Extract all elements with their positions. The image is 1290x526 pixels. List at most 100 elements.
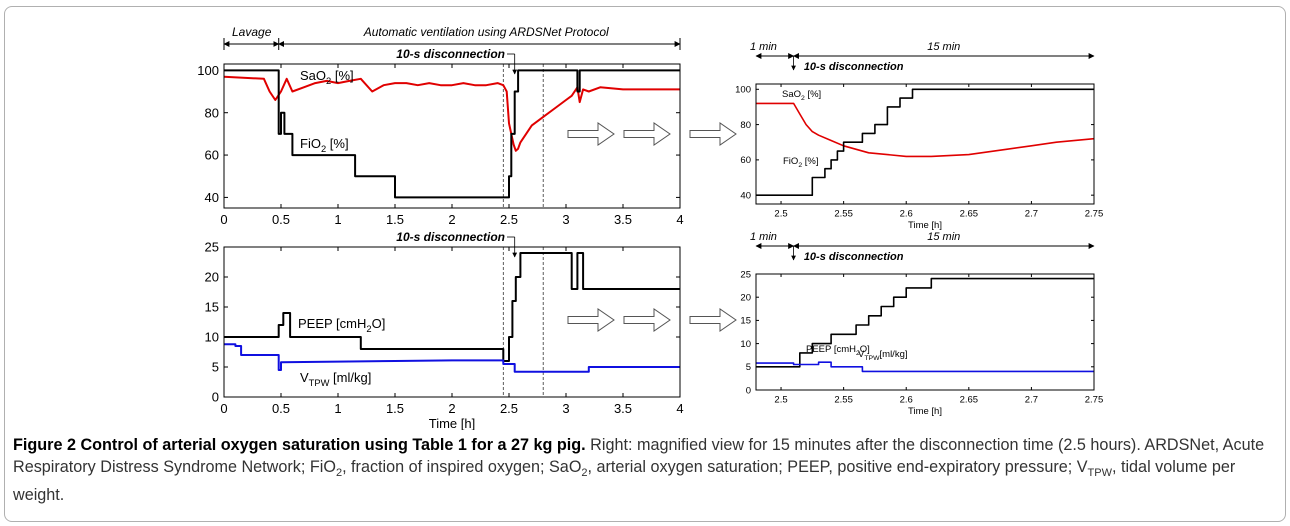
- vtpw-label: VTPW [ml/kg]: [300, 370, 371, 388]
- x-tick-label: 2: [448, 401, 455, 416]
- fio2-label: FiO2 [%]: [300, 136, 349, 154]
- x-tick-label: 0: [220, 401, 227, 416]
- x-tick-label: 2.65: [960, 395, 979, 406]
- hollow-arrow: [623, 122, 671, 146]
- sao2-label: SaO2 [%]: [300, 68, 354, 86]
- series-line-2: [756, 88, 1094, 196]
- disconnection-label: 10-s disconnection: [804, 251, 904, 263]
- x-tick-label: 1: [334, 212, 341, 227]
- chart-main-top: 0 0.5 1 1.5 2 2.5 3 3.5 4 40 60 80 100 SaO2 [%] FiO2 […: [197, 25, 683, 227]
- x-tick-label: 2.5: [774, 395, 787, 406]
- hollow-arrow: [689, 308, 737, 332]
- y-tick-label: 25: [205, 240, 219, 255]
- y-tick-label: 5: [212, 360, 219, 375]
- x-axis-label: Time [h]: [908, 220, 942, 231]
- series-line-2: [224, 69, 680, 199]
- hollow-arrow: [567, 122, 615, 146]
- y-tick-label: 20: [205, 270, 219, 285]
- y-tick-label: 100: [197, 63, 219, 78]
- lavage-label: Lavage: [232, 25, 272, 39]
- x-tick-label: 1.5: [386, 401, 404, 416]
- x-tick-label: 0.5: [272, 212, 290, 227]
- hollow-arrow: [623, 308, 671, 332]
- one-min-label: 1 min: [750, 41, 777, 53]
- y-tick-label: 0: [746, 385, 751, 396]
- x-tick-label: 0.5: [272, 401, 290, 416]
- figure-frame: [4, 6, 1286, 522]
- caption-title: Control of arterial oxygen saturation us…: [75, 436, 586, 454]
- x-tick-label: 2.6: [900, 209, 913, 220]
- x-tick-label: 4: [676, 212, 683, 227]
- x-tick-label: 3.5: [614, 401, 632, 416]
- caption-text-4: , tidal volume per weight.: [13, 458, 1236, 505]
- plot-area: [755, 273, 1095, 391]
- x-axis-label: Time [h]: [429, 416, 475, 430]
- disconnection-label: 10-s disconnection: [804, 61, 904, 73]
- y-tick-label: 60: [740, 155, 751, 166]
- x-tick-label: 3: [562, 401, 569, 416]
- y-tick-label: 25: [740, 269, 751, 280]
- plot-area: [223, 246, 681, 398]
- x-tick-label: 1.5: [386, 212, 404, 227]
- one-min-label: 1 min: [750, 231, 777, 243]
- y-tick-label: 20: [740, 293, 751, 304]
- chart-zoom-bottom: 2.5 2.55 2.6 2.65 2.7 2.75 0 5 10 15 20 25 PEEP [cmH…: [740, 231, 1103, 417]
- fio2-label: FiO2 [%]: [783, 156, 819, 169]
- fifteen-min-label: 15 min: [927, 231, 960, 243]
- y-tick-label: 10: [205, 330, 219, 345]
- sao2-label: SaO2 [%]: [782, 89, 821, 102]
- disconnection-label: 10-s disconnection: [396, 230, 505, 244]
- x-tick-label: 4: [676, 401, 683, 416]
- peep-label: PEEP [cmH2O]: [806, 344, 870, 357]
- y-tick-label: 40: [205, 190, 219, 205]
- series-line-1: [756, 277, 1094, 368]
- caption-sub-3: TPW: [1087, 467, 1112, 480]
- y-tick-label: 15: [205, 300, 219, 315]
- y-tick-label: 80: [740, 120, 751, 131]
- x-tick-label: 2.75: [1085, 395, 1104, 406]
- x-tick-label: 2.7: [1025, 395, 1038, 406]
- disconnection-label: 10-s disconnection: [396, 47, 505, 61]
- y-tick-label: 40: [740, 191, 751, 202]
- peep-label: PEEP [cmH2O]: [298, 316, 385, 334]
- x-tick-label: 2.7: [1025, 209, 1038, 220]
- x-tick-label: 2.5: [774, 209, 787, 220]
- caption-text-3: , arterial oxygen saturation; PEEP, posi…: [587, 458, 1088, 476]
- y-tick-label: 100: [735, 85, 751, 96]
- y-tick-label: 0: [212, 390, 219, 405]
- hollow-arrow: [567, 308, 615, 332]
- x-tick-label: 0: [220, 212, 227, 227]
- x-tick-label: 2.75: [1085, 209, 1104, 220]
- x-axis-label: Time [h]: [908, 406, 942, 417]
- plot-area: [223, 63, 681, 209]
- y-tick-label: 15: [740, 316, 751, 327]
- series-line-2: [756, 361, 1094, 373]
- x-tick-label: 2.6: [900, 395, 913, 406]
- caption-text-1: Right: magnified view for 15 minutes aft…: [13, 436, 1265, 476]
- auto-ventilation-label: Automatic ventilation using ARDSNet Prot…: [363, 25, 609, 39]
- series-line-1: [756, 102, 1095, 158]
- caption-text-2: , fraction of inspired oxygen; SaO: [342, 458, 582, 476]
- x-tick-label: 2.55: [834, 209, 853, 220]
- plot-area: [755, 83, 1095, 205]
- hollow-arrow: [689, 122, 737, 146]
- x-tick-label: 3: [562, 212, 569, 227]
- x-tick-label: 2: [448, 212, 455, 227]
- y-tick-label: 80: [205, 105, 219, 120]
- hollow-arrows: [567, 122, 737, 332]
- y-tick-label: 10: [740, 339, 751, 350]
- figure-caption: Figure 2 Control of arterial oxygen satu…: [13, 434, 1279, 506]
- x-tick-label: 2.5: [500, 212, 518, 227]
- x-tick-label: 2.5: [500, 401, 518, 416]
- x-tick-label: 2.55: [834, 395, 853, 406]
- vtpw-label: VTPW[ml/kg]: [858, 349, 908, 362]
- x-tick-label: 2.65: [960, 209, 979, 220]
- series-line-2: [224, 343, 680, 373]
- caption-sub-2: 2: [581, 467, 588, 480]
- x-tick-label: 3.5: [614, 212, 632, 227]
- caption-sub-1: 2: [335, 467, 343, 480]
- y-tick-label: 60: [205, 148, 219, 163]
- y-tick-label: 5: [746, 362, 751, 373]
- caption-figure-label: Figure 2: [13, 436, 76, 454]
